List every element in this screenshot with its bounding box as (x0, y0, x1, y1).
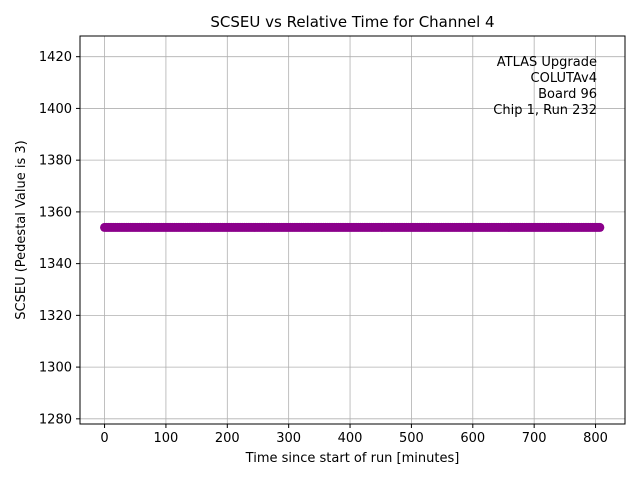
y-tick-label: 1320 (39, 309, 72, 324)
y-tick-label: 1360 (39, 205, 72, 220)
y-tick-label: 1400 (39, 102, 72, 117)
data-point (595, 222, 605, 232)
x-tick-label: 300 (276, 431, 301, 446)
y-axis-label: SCSEU (Pedestal Value is 3) (14, 140, 29, 319)
y-tick-label: 1300 (39, 361, 72, 376)
y-tick-label: 1280 (39, 412, 72, 427)
y-tick-label: 1420 (39, 50, 72, 65)
x-tick-label: 700 (522, 431, 547, 446)
x-tick-label: 800 (583, 431, 608, 446)
annotation-line: ATLAS Upgrade (497, 55, 597, 70)
data-points (100, 222, 605, 232)
annotation-line: COLUTAv4 (531, 71, 597, 86)
x-axis-label: Time since start of run [minutes] (245, 451, 460, 466)
y-axis: 1280 1300 1320 1340 1360 1380 1400 1420 (39, 50, 80, 427)
y-tick-label: 1340 (39, 257, 72, 272)
x-tick-label: 0 (100, 431, 108, 446)
x-tick-label: 200 (215, 431, 240, 446)
x-tick-label: 500 (399, 431, 424, 446)
annotation-box: ATLAS Upgrade COLUTAv4 Board 96 Chip 1, … (493, 55, 597, 118)
x-tick-label: 400 (338, 431, 363, 446)
annotation-line: Board 96 (538, 87, 597, 102)
x-axis: 0 100 200 300 400 500 600 700 800 (100, 424, 608, 446)
y-tick-label: 1380 (39, 154, 72, 169)
annotation-line: Chip 1, Run 232 (493, 103, 597, 118)
chart-title: SCSEU vs Relative Time for Channel 4 (210, 13, 494, 31)
plot-frame (79, 35, 626, 425)
x-tick-label: 600 (460, 431, 485, 446)
x-tick-label: 100 (154, 431, 179, 446)
